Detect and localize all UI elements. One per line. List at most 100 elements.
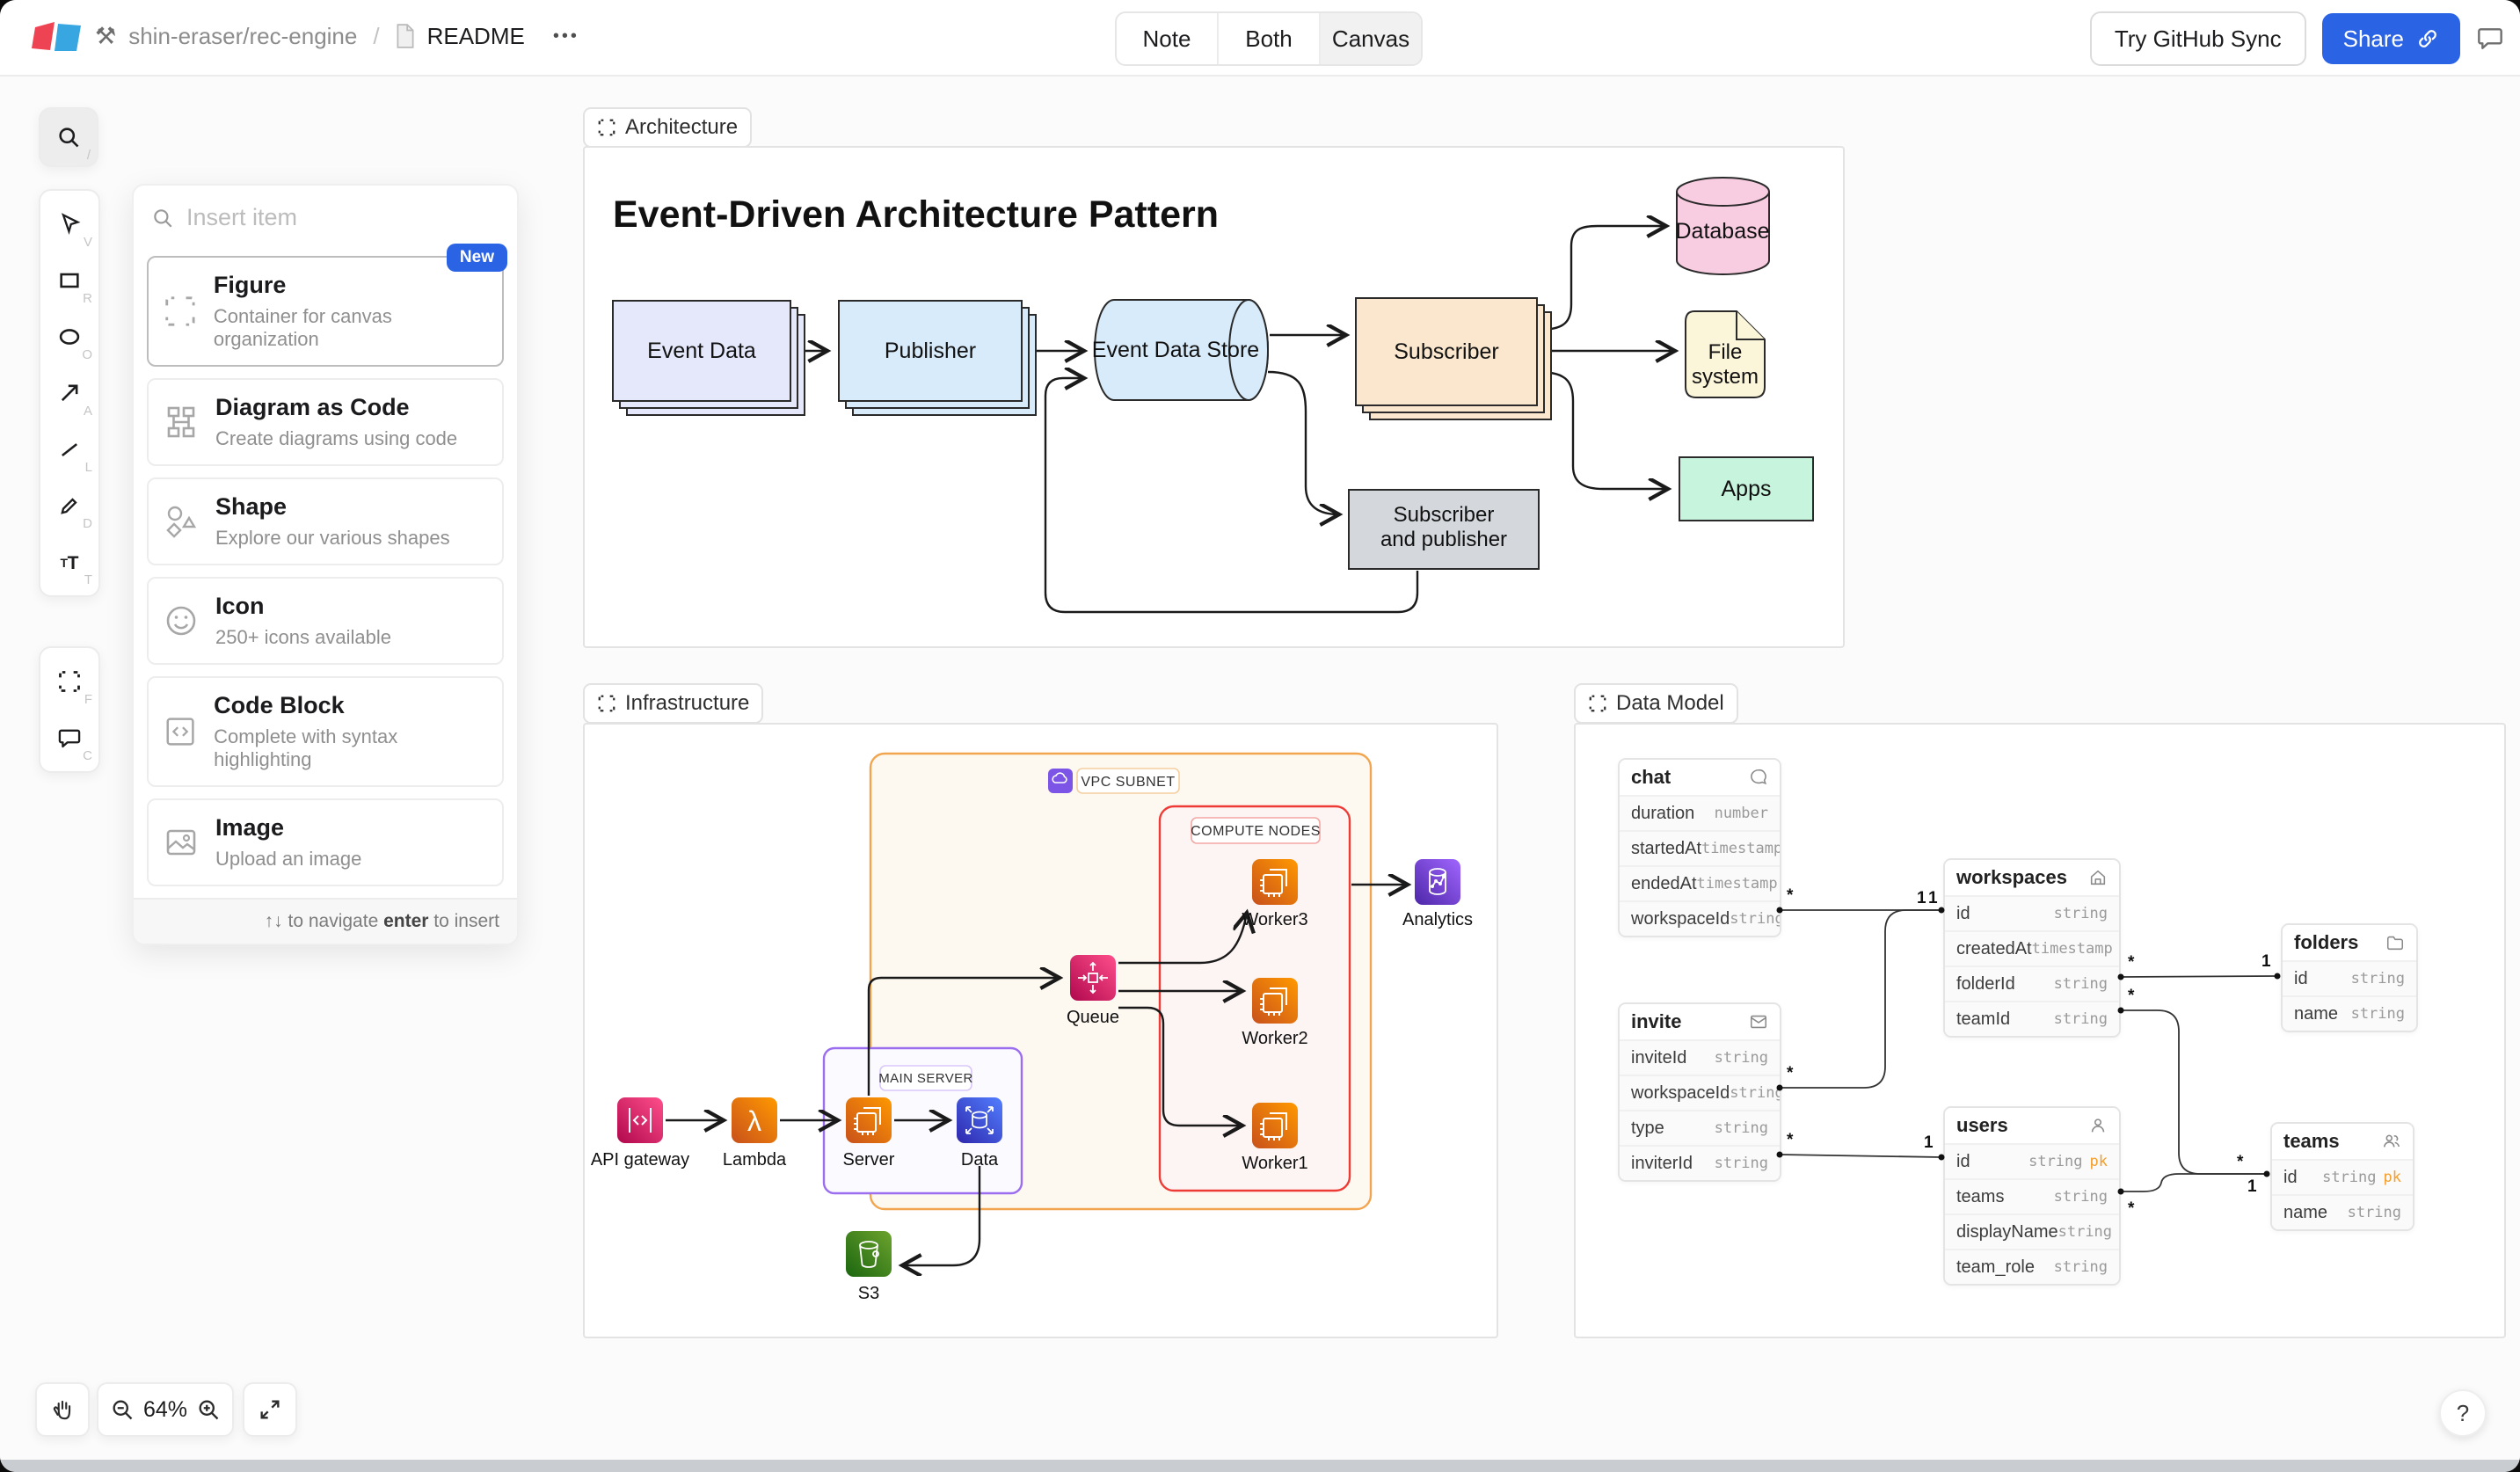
figure-icon xyxy=(165,296,195,326)
frame-infrastructure[interactable]: VPC SUBNET COMPUTE NODES MAIN SERVER xyxy=(583,723,1498,1338)
frame-icon xyxy=(59,671,80,692)
user-icon xyxy=(2091,1119,2105,1133)
tool-select[interactable]: V xyxy=(40,196,98,252)
comment-icon[interactable] xyxy=(2476,25,2504,53)
breadcrumb-document[interactable]: README xyxy=(426,22,525,49)
top-bar: ⚒ shin-eraser/rec-engine / README ••• No… xyxy=(0,0,2520,77)
compute-nodes-badge[interactable]: COMPUTE NODES xyxy=(1191,817,1321,844)
node-data[interactable] xyxy=(957,1097,1002,1143)
svg-text:system: system xyxy=(1692,365,1759,389)
node-event-data[interactable]: Event Data xyxy=(612,300,805,416)
github-sync-button[interactable]: Try GitHub Sync xyxy=(2089,11,2306,66)
table-invite[interactable]: invite inviteId string workspaceId string … xyxy=(1618,1002,1781,1182)
node-subscriber-publisher[interactable]: Subscriber and publisher xyxy=(1348,489,1540,570)
team-icon xyxy=(2383,1134,2400,1148)
frame-icon xyxy=(598,119,615,136)
zoom-level[interactable]: 64% xyxy=(142,1396,188,1422)
svg-text:API gateway: API gateway xyxy=(591,1150,689,1170)
frame-architecture[interactable]: Event-Driven Architecture Pattern Event … xyxy=(583,146,1845,648)
pk-badge: pk xyxy=(2383,1169,2401,1186)
fullscreen-button[interactable] xyxy=(243,1382,297,1437)
node-api-gateway[interactable] xyxy=(617,1097,663,1143)
table-chat[interactable]: chat duration number startedAt timestamp e… xyxy=(1618,758,1781,937)
node-lambda[interactable]: λ xyxy=(732,1097,777,1143)
node-publisher[interactable]: Publisher xyxy=(838,300,1037,416)
svg-text:VPC SUBNET: VPC SUBNET xyxy=(1081,775,1175,790)
insert-item-diagram-as-code[interactable]: Diagram as Code Create diagrams using co… xyxy=(147,378,504,466)
insert-panel-footer: ↑↓ to navigate enter to insert xyxy=(134,898,517,944)
svg-text:Worker1: Worker1 xyxy=(1242,1154,1307,1173)
frame-label-infrastructure[interactable]: Infrastructure xyxy=(583,683,764,724)
eraser-logo-icon[interactable] xyxy=(32,19,83,53)
svg-text:1: 1 xyxy=(1917,889,1926,907)
node-file-system[interactable]: File system xyxy=(1685,310,1766,398)
pan-tool-button[interactable] xyxy=(35,1382,90,1437)
cloud-icon xyxy=(1052,772,1067,783)
node-worker1[interactable] xyxy=(1252,1103,1298,1148)
folder-icon xyxy=(2386,936,2404,951)
node-s3[interactable] xyxy=(846,1231,892,1277)
vpc-subnet-badge[interactable]: VPC SUBNET xyxy=(1048,768,1180,794)
tab-note[interactable]: Note xyxy=(1117,13,1219,64)
tab-both[interactable]: Both xyxy=(1219,13,1321,64)
svg-text:*: * xyxy=(1787,1064,1794,1082)
architecture-title[interactable]: Event-Driven Architecture Pattern xyxy=(613,193,1219,236)
svg-text:*: * xyxy=(2128,1199,2135,1218)
view-mode-tabs: Note Both Canvas xyxy=(1115,11,1423,66)
insert-item-icon[interactable]: Icon 250+ icons available xyxy=(147,577,504,665)
node-analytics[interactable] xyxy=(1415,859,1460,905)
node-server[interactable] xyxy=(846,1097,892,1143)
breadcrumb-project[interactable]: shin-eraser/rec-engine xyxy=(128,22,358,49)
insert-item-figure[interactable]: Figure Container for canvas organization… xyxy=(147,244,507,367)
table-teams[interactable]: teams id string pk name string xyxy=(2270,1122,2414,1231)
node-event-data-store[interactable]: Event Data Store xyxy=(1092,299,1269,401)
svg-text:*: * xyxy=(2128,987,2135,1005)
frame-data-model[interactable]: chat duration number startedAt timestamp e… xyxy=(1574,723,2506,1338)
insert-item-image[interactable]: Image Upload an image xyxy=(147,798,504,886)
architecture-diagram: Event-Driven Architecture Pattern Event … xyxy=(612,177,1814,614)
share-button[interactable]: Share xyxy=(2321,13,2460,64)
tool-ellipse[interactable]: O xyxy=(40,309,98,365)
svg-text:Worker2: Worker2 xyxy=(1242,1029,1307,1048)
tool-rectangle[interactable]: R xyxy=(40,252,98,309)
insert-search-input[interactable] xyxy=(185,203,499,232)
node-apps[interactable]: Apps xyxy=(1679,456,1814,521)
svg-text:File: File xyxy=(1708,340,1743,364)
insert-search-row xyxy=(134,186,517,244)
svg-text:Server: Server xyxy=(843,1150,895,1170)
help-button[interactable]: ? xyxy=(2439,1389,2487,1437)
table-folders[interactable]: folders id string name string xyxy=(2281,923,2418,1032)
zoom-out-icon[interactable] xyxy=(110,1397,135,1422)
svg-text:1: 1 xyxy=(1928,889,1938,907)
text-icon: T T xyxy=(61,553,79,573)
node-database[interactable]: Database xyxy=(1675,177,1770,275)
image-icon xyxy=(166,829,196,856)
main-server-badge[interactable]: MAIN SERVER xyxy=(878,1065,972,1091)
more-menu-button[interactable]: ••• xyxy=(552,26,579,46)
svg-text:MAIN SERVER: MAIN SERVER xyxy=(878,1071,972,1086)
frame-label-data-model[interactable]: Data Model xyxy=(1574,683,1738,724)
table-workspaces[interactable]: workspaces id string createdAt timestamp f… xyxy=(1943,858,2121,1038)
frame-label-architecture[interactable]: Architecture xyxy=(583,107,753,148)
tool-text[interactable]: T T T xyxy=(40,534,98,590)
rectangle-icon xyxy=(60,273,79,288)
tool-comment[interactable]: C xyxy=(40,710,98,766)
insert-item-code-block[interactable]: Code Block Complete with syntax highligh… xyxy=(147,676,504,787)
search-tool-button[interactable]: / xyxy=(39,107,98,167)
tab-canvas[interactable]: Canvas xyxy=(1321,13,1421,64)
insert-item-shape[interactable]: Shape Explore our various shapes xyxy=(147,477,504,565)
node-worker3[interactable] xyxy=(1252,859,1298,905)
frame-label-text: Data Model xyxy=(1616,691,1724,715)
node-queue[interactable] xyxy=(1070,955,1116,1001)
zoom-controls: 64% xyxy=(97,1382,234,1437)
canvas[interactable]: Architecture xyxy=(0,77,2520,1460)
tool-arrow[interactable]: A xyxy=(40,365,98,421)
node-worker2[interactable] xyxy=(1252,978,1298,1024)
tool-frame[interactable]: F xyxy=(40,653,98,710)
smiley-icon xyxy=(166,606,196,636)
tool-draw[interactable]: D xyxy=(40,477,98,534)
node-subscriber[interactable]: Subscriber xyxy=(1355,297,1552,420)
zoom-in-icon[interactable] xyxy=(196,1397,221,1422)
tool-line[interactable]: L xyxy=(40,421,98,477)
table-users[interactable]: users id string pk teams string displayNam… xyxy=(1943,1106,2121,1286)
